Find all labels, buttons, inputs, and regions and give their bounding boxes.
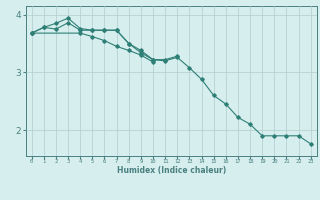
X-axis label: Humidex (Indice chaleur): Humidex (Indice chaleur) xyxy=(116,166,226,175)
